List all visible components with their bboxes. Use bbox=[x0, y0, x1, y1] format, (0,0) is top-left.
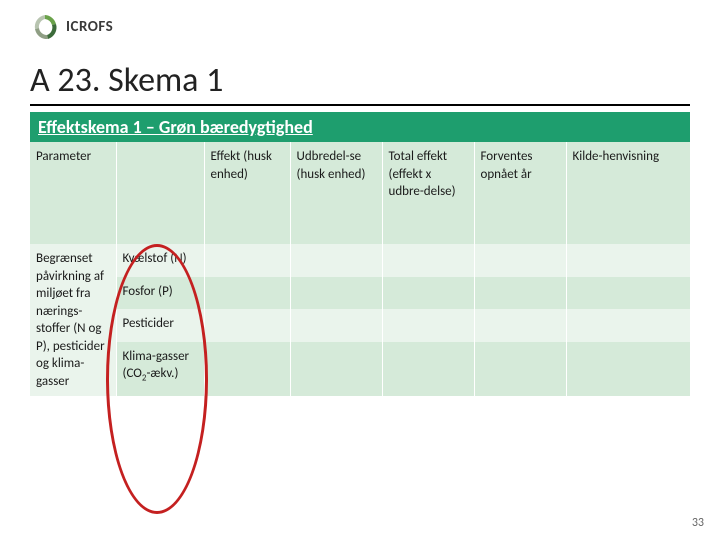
logo-text: ICROFS bbox=[66, 18, 113, 36]
cell bbox=[290, 309, 382, 342]
cell-pesticider: Pesticider bbox=[116, 309, 204, 342]
cell bbox=[204, 309, 290, 342]
cell-klimagasser: Klima-gasser (CO2-ækv.) bbox=[116, 342, 204, 396]
cell bbox=[382, 244, 474, 277]
table-header-row: Parameter Effekt (husk enhed) Udbredel-s… bbox=[30, 142, 690, 244]
header-blank bbox=[116, 142, 204, 244]
page-number: 33 bbox=[692, 516, 704, 530]
table-banner: Effektskema 1 – Grøn bæredygtighed bbox=[30, 112, 690, 142]
cell bbox=[204, 244, 290, 277]
page-title: A 23. Skema 1 bbox=[30, 60, 223, 101]
cell bbox=[474, 244, 566, 277]
table-row: Pesticider bbox=[30, 309, 690, 342]
rowspan-parameter: Begrænset påvirkning af miljøet fra næri… bbox=[30, 244, 116, 396]
cell bbox=[290, 342, 382, 396]
cell bbox=[566, 309, 690, 342]
header-effekt: Effekt (husk enhed) bbox=[204, 142, 290, 244]
cell bbox=[474, 309, 566, 342]
effekt-table: Parameter Effekt (husk enhed) Udbredel-s… bbox=[30, 142, 690, 396]
cell-text-part: -ækv.) bbox=[146, 366, 178, 381]
table-row: Klima-gasser (CO2-ækv.) bbox=[30, 342, 690, 396]
banner-text: Effektskema 1 – Grøn bæredygtighed bbox=[38, 116, 313, 138]
header-forventes: Forventes opnået år bbox=[474, 142, 566, 244]
cell bbox=[474, 342, 566, 396]
cell bbox=[204, 342, 290, 396]
header-parameter: Parameter bbox=[30, 142, 116, 244]
cell bbox=[290, 244, 382, 277]
header-udbredelse: Udbredel-se (husk enhed) bbox=[290, 142, 382, 244]
cell-kvaelstof: Kvælstof (N) bbox=[116, 244, 204, 277]
cell bbox=[290, 277, 382, 310]
cell bbox=[566, 244, 690, 277]
table-row: Begrænset påvirkning af miljøet fra næri… bbox=[30, 244, 690, 277]
cell bbox=[382, 277, 474, 310]
title-underline bbox=[30, 104, 690, 106]
header-kilde: Kilde-henvisning bbox=[566, 142, 690, 244]
cell-fosfor: Fosfor (P) bbox=[116, 277, 204, 310]
cell bbox=[382, 309, 474, 342]
logo-icon bbox=[30, 12, 60, 42]
cell bbox=[474, 277, 566, 310]
logo: ICROFS bbox=[30, 12, 113, 42]
cell bbox=[566, 342, 690, 396]
cell bbox=[204, 277, 290, 310]
cell bbox=[566, 277, 690, 310]
header-total: Total effekt (effekt x udbre-delse) bbox=[382, 142, 474, 244]
table-row: Fosfor (P) bbox=[30, 277, 690, 310]
cell bbox=[382, 342, 474, 396]
